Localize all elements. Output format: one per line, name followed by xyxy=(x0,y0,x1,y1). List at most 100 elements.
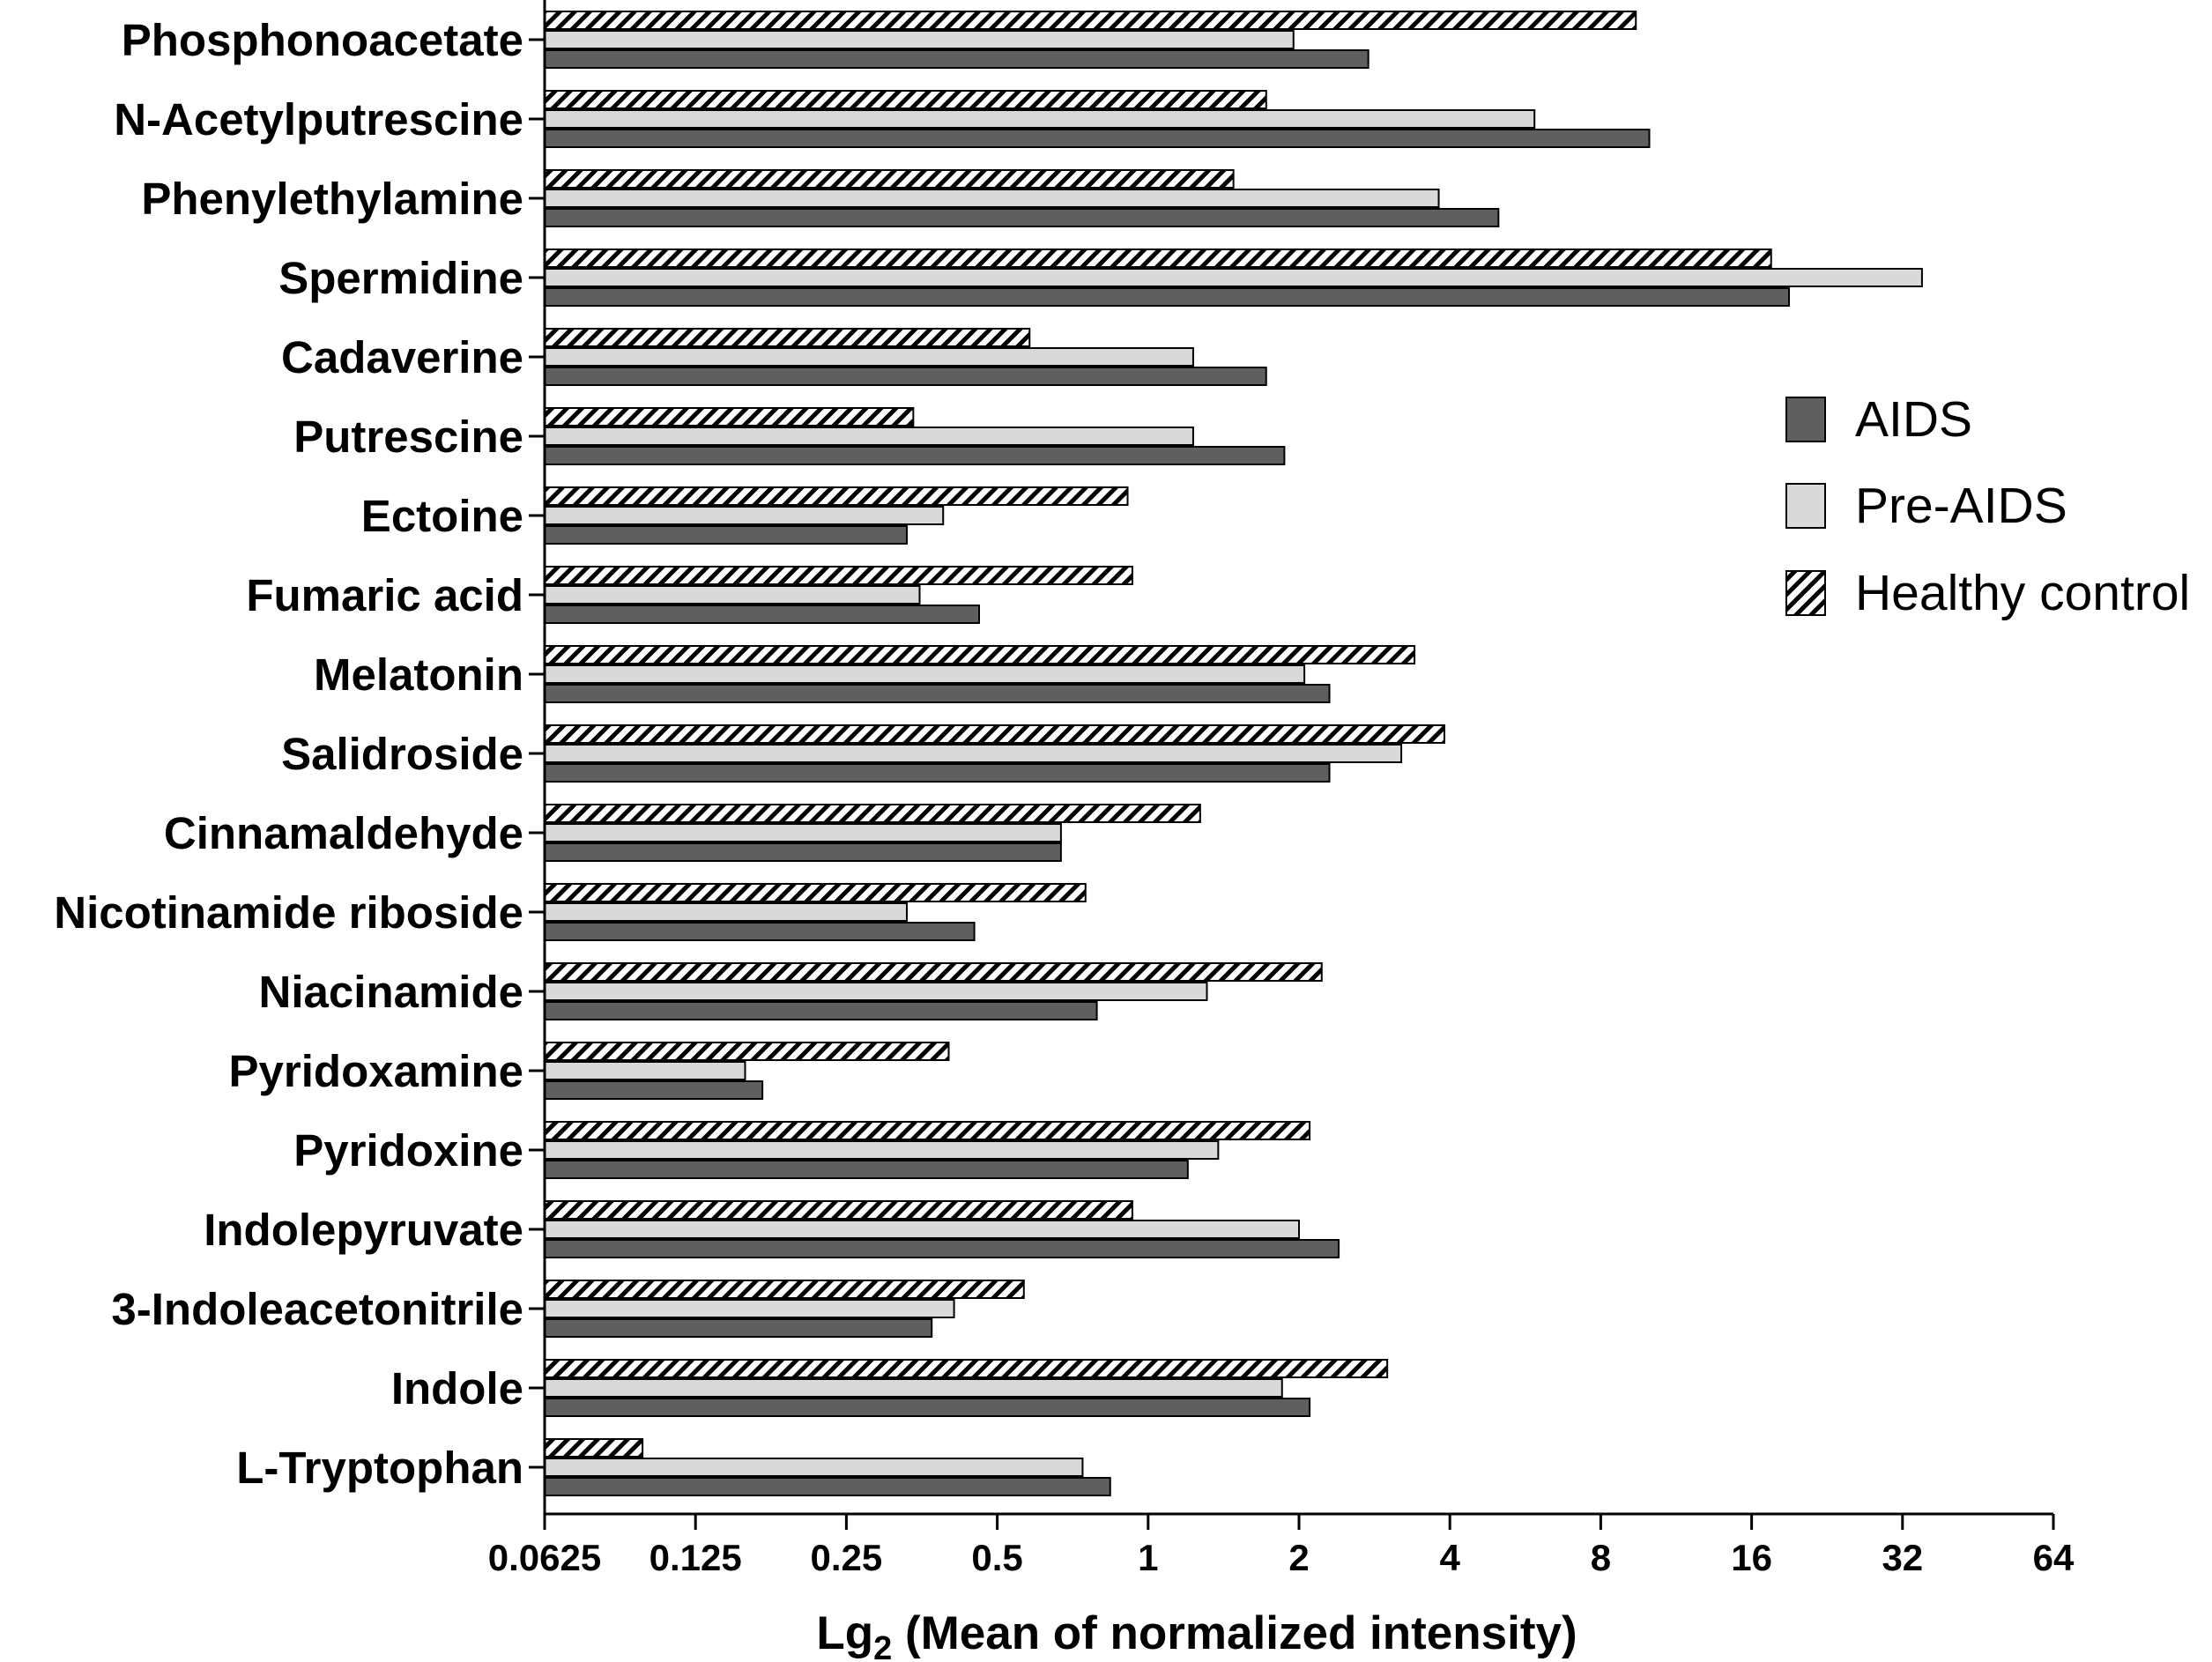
bar-pre-aids-15 xyxy=(544,1220,1300,1239)
bar-pre-aids-9 xyxy=(544,744,1403,763)
x-tick-label: 2 xyxy=(1288,1537,1309,1578)
bar-healthy-control-11 xyxy=(544,883,1087,902)
x-tick-label: 4 xyxy=(1440,1537,1461,1578)
x-tick-label: 32 xyxy=(1882,1537,1923,1578)
category-label: L-Tryptophan xyxy=(236,1443,523,1493)
bar-aids-13 xyxy=(544,1080,764,1100)
bar-pre-aids-11 xyxy=(544,902,908,922)
bar-healthy-control-7 xyxy=(544,566,1133,585)
bar-pre-aids-2 xyxy=(544,189,1440,208)
bar-aids-12 xyxy=(544,1001,1098,1020)
category-label: Pyridoxine xyxy=(293,1125,523,1176)
bar-pre-aids-12 xyxy=(544,982,1208,1001)
bar-healthy-control-9 xyxy=(544,724,1445,744)
bar-healthy-control-8 xyxy=(544,645,1416,664)
x-tick-label: 16 xyxy=(1731,1537,1772,1578)
x-axis-title-subscript: 2 xyxy=(873,1630,892,1662)
bar-aids-5 xyxy=(544,446,1286,465)
bar-aids-0 xyxy=(544,49,1370,69)
bar-aids-18 xyxy=(544,1477,1111,1496)
bar-pre-aids-6 xyxy=(544,506,945,525)
bar-healthy-control-2 xyxy=(544,169,1235,189)
bar-aids-9 xyxy=(544,763,1331,783)
category-label: Melatonin xyxy=(314,649,523,700)
bar-healthy-control-0 xyxy=(544,11,1637,30)
bar-pre-aids-14 xyxy=(544,1140,1220,1160)
x-tick-label: 64 xyxy=(2033,1537,2075,1578)
bar-healthy-control-15 xyxy=(544,1200,1133,1220)
category-label: Ectoine xyxy=(361,491,523,541)
bar-healthy-control-1 xyxy=(544,90,1267,109)
category-label: Indolepyruvate xyxy=(204,1205,523,1255)
x-ticks: 0.0625 0.125 0.25 0.5 1 2 4 8 16 32 64 xyxy=(488,1514,2075,1578)
bar-aids-14 xyxy=(544,1160,1189,1179)
bar-healthy-control-14 xyxy=(544,1121,1311,1140)
bar-pre-aids-1 xyxy=(544,109,1536,129)
legend: AIDS Pre-AIDS Healthy control xyxy=(1785,391,2190,621)
bar-healthy-control-4 xyxy=(544,328,1031,347)
x-axis-title-prefix: Lg xyxy=(816,1607,873,1659)
category-label: Salidroside xyxy=(281,729,523,779)
category-label: Phenylethylamine xyxy=(141,174,523,224)
bar-healthy-control-3 xyxy=(544,249,1772,268)
x-tick-label: 0.5 xyxy=(971,1537,1022,1578)
bar-pre-aids-13 xyxy=(544,1061,746,1080)
bar-healthy-control-18 xyxy=(544,1438,644,1458)
legend-label-healthy-control: Healthy control xyxy=(1855,565,2190,621)
x-axis-title: Lg2 (Mean of normalized intensity) xyxy=(816,1607,1577,1662)
bar-aids-6 xyxy=(544,525,908,545)
bar-aids-1 xyxy=(544,129,1651,148)
bar-pre-aids-10 xyxy=(544,823,1062,842)
legend-label-pre-aids: Pre-AIDS xyxy=(1855,478,2067,534)
axes-group xyxy=(529,0,2053,1516)
category-label: Niacinamide xyxy=(259,967,523,1017)
x-tick-label: 0.125 xyxy=(649,1537,742,1578)
category-label: 3-Indoleacetonitrile xyxy=(111,1284,523,1334)
category-label: Fumaric acid xyxy=(246,570,523,620)
x-tick-label: 1 xyxy=(1138,1537,1158,1578)
category-label: Indole xyxy=(391,1363,523,1413)
category-label: Putrescine xyxy=(293,412,523,462)
legend-swatch-healthy-control xyxy=(1785,570,1826,616)
x-tick-label: 0.0625 xyxy=(488,1537,601,1578)
bar-healthy-control-5 xyxy=(544,407,915,427)
legend-label-aids: AIDS xyxy=(1855,391,1972,448)
bar-healthy-control-13 xyxy=(544,1042,950,1061)
bars-group xyxy=(544,11,1923,1496)
bar-healthy-control-10 xyxy=(544,804,1201,823)
bar-healthy-control-16 xyxy=(544,1280,1025,1299)
category-label: Spermidine xyxy=(278,253,523,303)
bar-aids-3 xyxy=(544,287,1791,307)
bar-healthy-control-12 xyxy=(544,962,1323,982)
legend-swatch-aids xyxy=(1785,397,1826,442)
bar-aids-16 xyxy=(544,1318,933,1338)
bar-aids-7 xyxy=(544,605,981,624)
category-label: Phosphonoacetate xyxy=(122,15,523,65)
bar-pre-aids-17 xyxy=(544,1378,1283,1398)
category-label: N-Acetylputrescine xyxy=(114,94,523,145)
bar-aids-15 xyxy=(544,1239,1340,1258)
category-label: Cadaverine xyxy=(281,332,523,382)
bar-pre-aids-7 xyxy=(544,585,921,605)
bar-pre-aids-0 xyxy=(544,30,1295,49)
bar-healthy-control-6 xyxy=(544,486,1129,506)
bar-aids-17 xyxy=(544,1398,1311,1417)
bar-pre-aids-16 xyxy=(544,1299,955,1318)
bar-aids-4 xyxy=(544,367,1267,386)
category-label: Cinnamaldehyde xyxy=(164,808,523,858)
category-label: Pyridoxamine xyxy=(229,1046,523,1096)
bar-pre-aids-18 xyxy=(544,1458,1084,1477)
category-labels: Phosphonoacetate N-Acetylputrescine Phenyl… xyxy=(54,15,523,1493)
x-tick-label: 0.25 xyxy=(811,1537,883,1578)
x-axis-title-rest: (Mean of normalized intensity) xyxy=(892,1607,1577,1659)
bar-healthy-control-17 xyxy=(544,1359,1389,1378)
bar-pre-aids-3 xyxy=(544,268,1923,287)
category-label: Nicotinamide riboside xyxy=(54,887,523,938)
bar-aids-10 xyxy=(544,842,1062,862)
bar-pre-aids-5 xyxy=(544,427,1194,446)
x-tick-label: 8 xyxy=(1591,1537,1611,1578)
bar-aids-11 xyxy=(544,922,976,941)
legend-swatch-pre-aids xyxy=(1785,483,1826,529)
bar-pre-aids-4 xyxy=(544,347,1194,367)
